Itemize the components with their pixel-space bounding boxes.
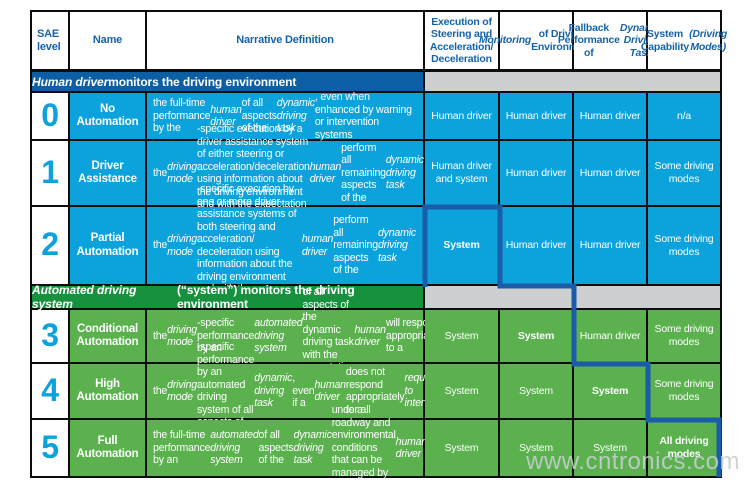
section-band-gray-filler xyxy=(425,286,720,310)
fallback-value: System xyxy=(574,364,648,420)
sae-level-number: 0 xyxy=(32,93,70,141)
table-row: 2 Partial Automation the driving mode-sp… xyxy=(32,183,720,308)
execution-value: System xyxy=(425,310,500,364)
sae-level-number: 2 xyxy=(32,207,70,286)
narrative-definition: the full-time performance by the human d… xyxy=(147,91,425,141)
capability-value: Some driving modes xyxy=(648,141,720,207)
sae-level-number: 4 xyxy=(32,364,70,420)
table-row: 0 No Automation the full-time performanc… xyxy=(32,91,720,141)
capability-value: Some driving modes xyxy=(648,310,720,364)
column-header-fallback: Fallback Performance of Dynamic Driving … xyxy=(558,12,662,72)
execution-value: System xyxy=(425,364,500,420)
narrative-definition: the driving mode-specific execution by a… xyxy=(147,123,425,223)
capability-value: Some driving modes xyxy=(648,207,720,286)
human-driver-rows-group: 0 No Automation the full-time performanc… xyxy=(32,91,720,308)
monitoring-value: Human driver xyxy=(500,141,574,207)
narrative-definition: the driving mode-specific performance by… xyxy=(147,286,487,386)
column-header-system-capability: System Capability (Driving Modes) xyxy=(641,12,727,72)
capability-value: Some driving modes xyxy=(648,364,720,420)
column-header-execution: Execution of Steering and Acceleration/ … xyxy=(425,12,500,72)
execution-value: System xyxy=(425,207,500,286)
column-header-name: Name xyxy=(70,12,147,72)
section-band-gray-filler xyxy=(425,72,720,93)
column-header-narrative-definition: Narrative Definition xyxy=(147,12,425,72)
narrative-definition: the full-time performance by an automate… xyxy=(147,404,427,491)
execution-value: System xyxy=(425,420,500,476)
narrative-definition: the driving mode-specific execution by o… xyxy=(147,183,425,308)
monitoring-value: System xyxy=(500,364,574,420)
sae-level-number: 3 xyxy=(32,310,70,364)
monitoring-value: Human driver xyxy=(500,93,574,141)
fallback-value: Human driver xyxy=(574,310,648,364)
column-header-sae-level: SAE level xyxy=(32,12,70,72)
level-name: Driver Assistance xyxy=(70,141,147,207)
fallback-value: Human driver xyxy=(574,207,648,286)
sae-levels-table: SAE level Name Narrative Definition Exec… xyxy=(30,10,727,491)
table-row: 1 Driver Assistance the driving mode-spe… xyxy=(32,123,720,223)
fallback-value: Human driver xyxy=(574,141,648,207)
level-name: Conditional Automation xyxy=(70,310,147,364)
sae-level-number: 1 xyxy=(32,141,70,207)
section-band-human-driver-label: Human driver monitors the driving enviro… xyxy=(32,72,425,93)
section-band-human-driver: Human driver monitors the driving enviro… xyxy=(32,72,720,93)
sae-automation-levels-page: { "header": { "columns": [ "SAE level", … xyxy=(30,10,740,491)
execution-value: Human driver xyxy=(425,93,500,141)
section-band-automated-system: Automated driving system (“system”) moni… xyxy=(32,283,720,311)
monitoring-value: System xyxy=(500,310,574,364)
level-name: High Automation xyxy=(70,364,147,420)
section-band-automated-system-label: Automated driving system (“system”) moni… xyxy=(32,283,425,311)
watermark-text: www.cntronics.com xyxy=(526,448,740,475)
capability-value: n/a xyxy=(648,93,720,141)
level-name: No Automation xyxy=(70,93,147,141)
execution-value: Human driver and system xyxy=(425,141,500,207)
level-name: Partial Automation xyxy=(70,207,147,286)
monitoring-value: Human driver xyxy=(500,207,574,286)
sae-level-number: 5 xyxy=(32,420,70,476)
fallback-value: Human driver xyxy=(574,93,648,141)
level-name: Full Automation xyxy=(70,420,147,476)
table-header-row: SAE level Name Narrative Definition Exec… xyxy=(32,12,727,72)
table-row: 3 Conditional Automation the driving mod… xyxy=(32,286,720,386)
